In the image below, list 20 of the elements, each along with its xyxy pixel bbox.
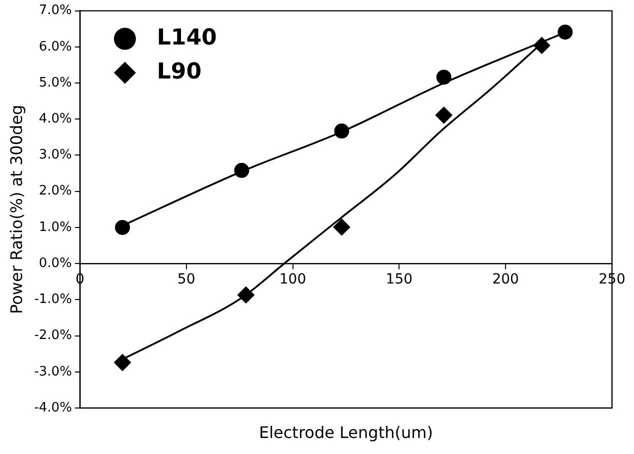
y-tick-label: 7.0% — [38, 3, 72, 18]
y-axis-title: Power Ratio(%) at 300deg — [6, 104, 26, 314]
y-tick-label: 0.0% — [38, 256, 72, 271]
y-tick-label: 4.0% — [38, 112, 72, 126]
y-tick-label: -2.0% — [34, 328, 72, 344]
x-tick-label: 200 — [492, 272, 519, 288]
x-tick-label: 100 — [279, 272, 306, 288]
x-tick-label: 150 — [386, 272, 413, 288]
y-tick-label: -3.0% — [34, 364, 72, 380]
y-tick-label: 6.0% — [38, 39, 72, 54]
y-tick-label: 2.0% — [38, 184, 72, 199]
y-tick-label: -4.0% — [34, 400, 72, 416]
x-axis-title: Electrode Length(um) — [258, 423, 433, 442]
y-tick-label: 1.0% — [38, 220, 72, 235]
legend-label: L140 — [156, 26, 217, 51]
y-tick-label: -1.0% — [34, 292, 72, 308]
x-tick-label: 50 — [177, 272, 196, 288]
y-tick-label: 5.0% — [38, 75, 72, 90]
y-tick-label: 3.0% — [38, 148, 72, 163]
legend-label: L90 — [156, 60, 202, 85]
